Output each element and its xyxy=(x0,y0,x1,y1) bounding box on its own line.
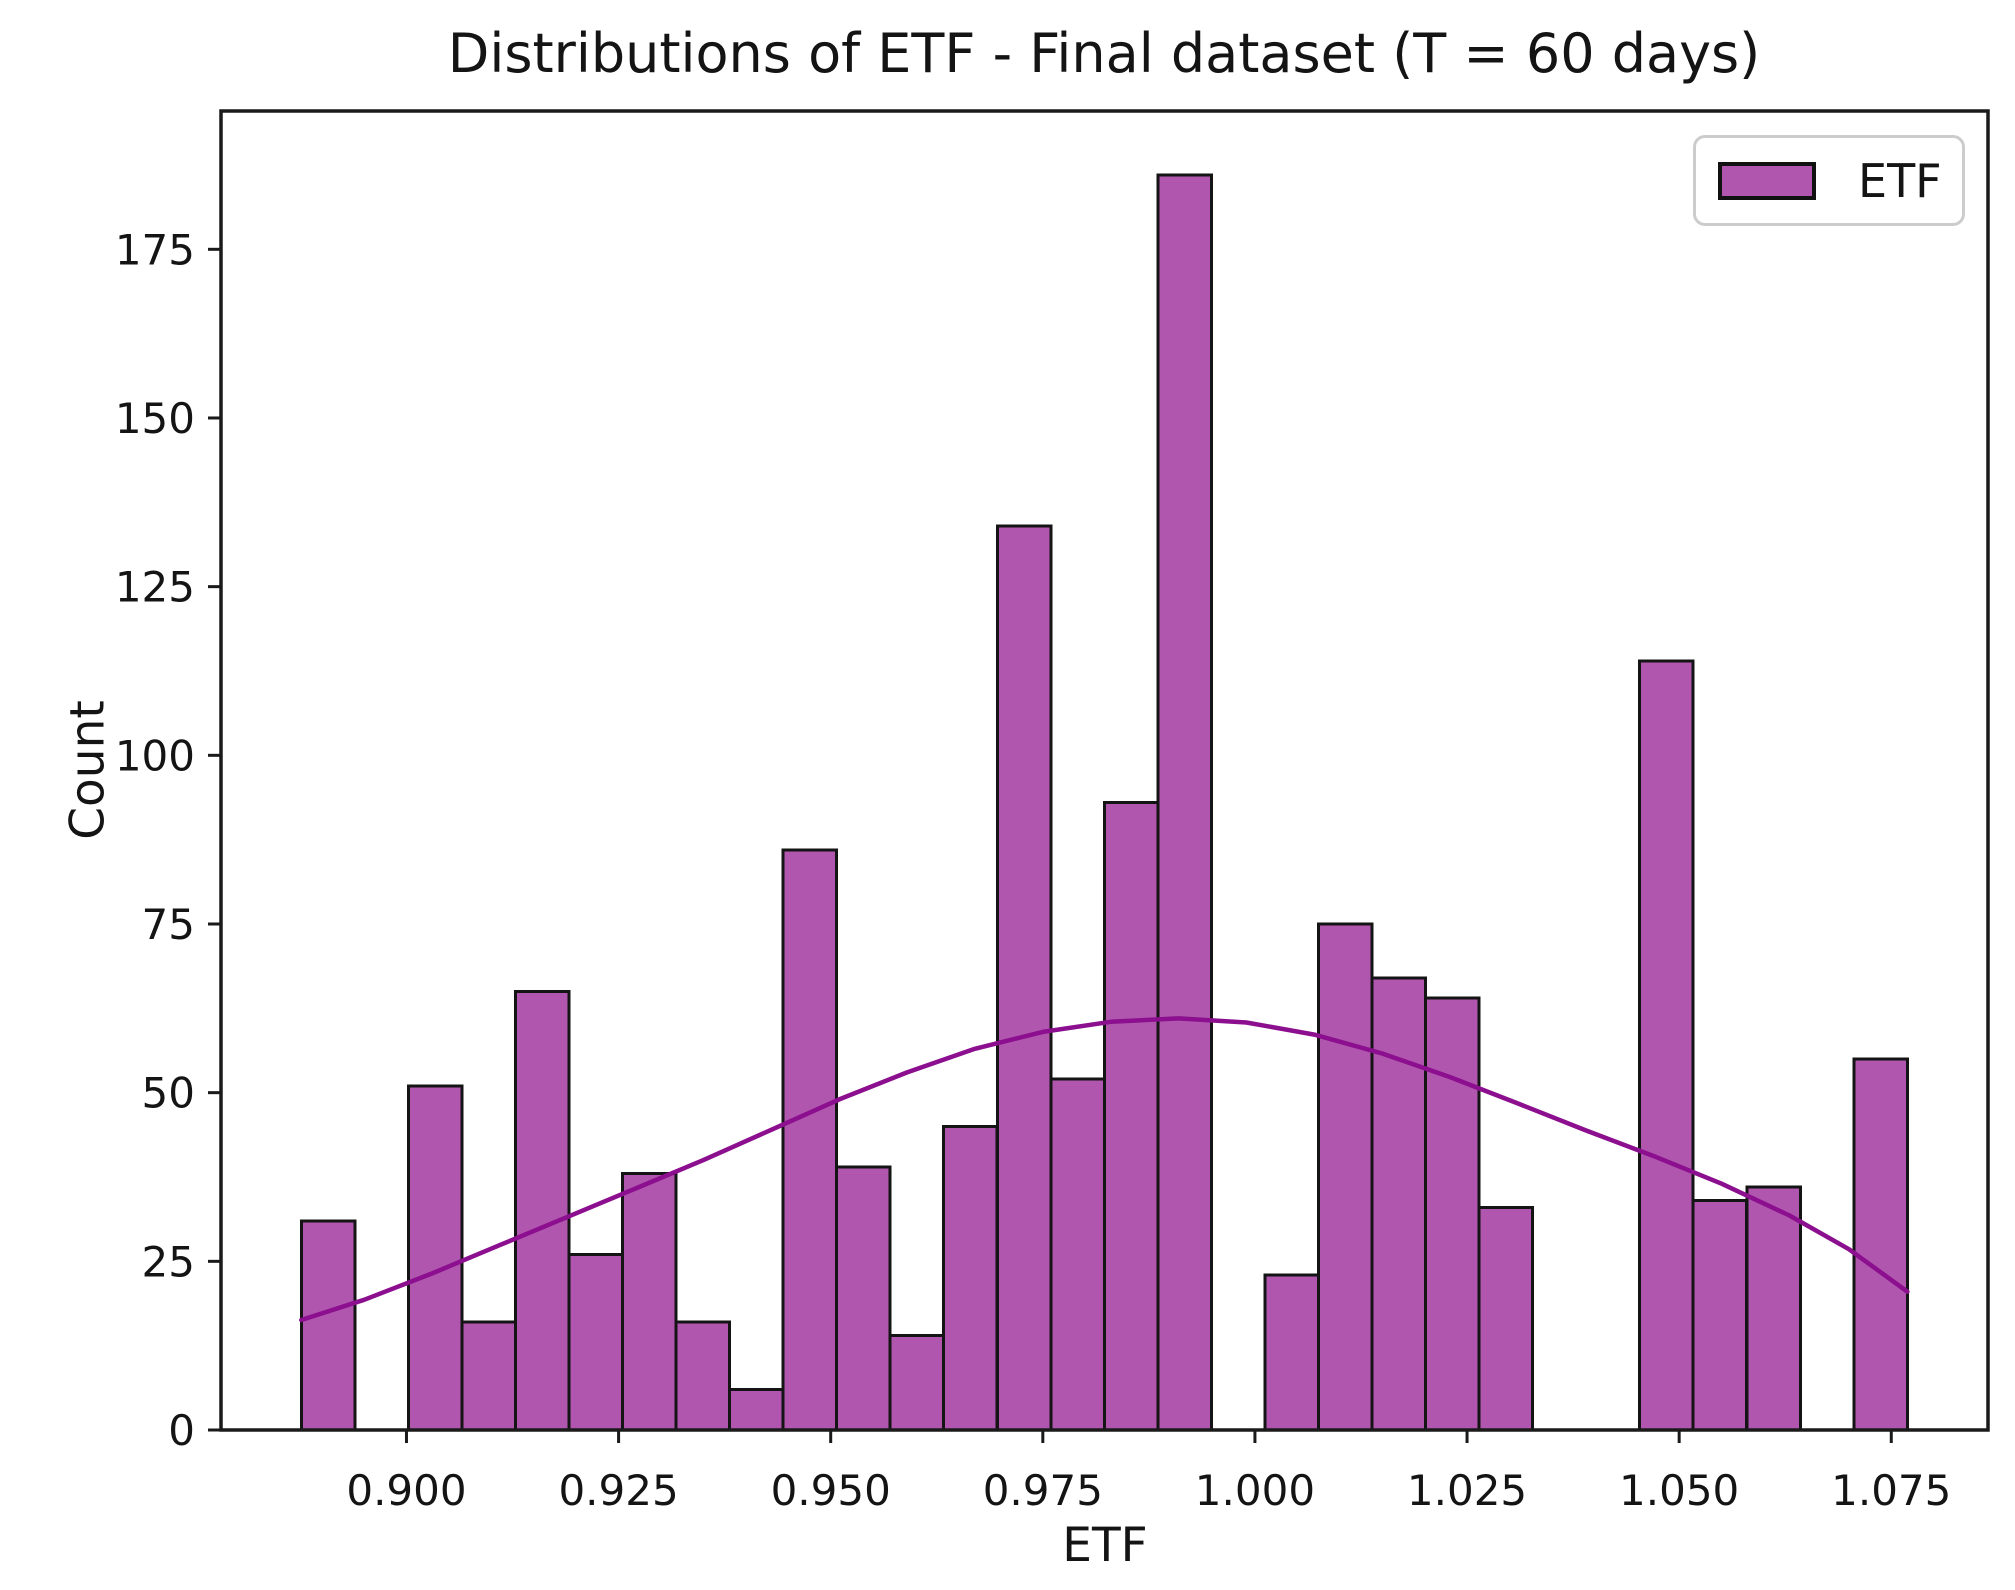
histogram-bar xyxy=(406,1084,464,1432)
y-tick-label: 25 xyxy=(142,1237,195,1286)
histogram-bar xyxy=(1049,1077,1106,1432)
x-tick-label: 1.000 xyxy=(1195,1466,1315,1515)
x-axis-label: ETF xyxy=(1062,1518,1148,1573)
histogram-bar xyxy=(942,1124,999,1432)
x-tick-label: 1.050 xyxy=(1619,1466,1739,1515)
histogram-bar xyxy=(1852,1057,1909,1432)
y-tick-label: 50 xyxy=(142,1069,195,1118)
histogram-bar xyxy=(1477,1205,1535,1432)
histogram-bar xyxy=(728,1388,785,1432)
y-tick-label: 100 xyxy=(115,731,195,780)
y-tick-label: 150 xyxy=(115,394,195,443)
histogram-bar xyxy=(1424,996,1481,1432)
y-tick-label: 75 xyxy=(142,900,195,949)
histogram-bar xyxy=(674,1320,731,1432)
legend-label: ETF xyxy=(1858,153,1942,208)
histogram-bar xyxy=(781,848,839,1432)
histogram-bar xyxy=(888,1334,946,1432)
x-tick-label: 0.900 xyxy=(346,1466,466,1515)
x-tick-label: 0.950 xyxy=(771,1466,891,1515)
axes-frame xyxy=(219,109,1990,1432)
histogram-bar xyxy=(460,1320,517,1432)
histogram-bar xyxy=(1691,1199,1749,1432)
histogram-bar xyxy=(621,1172,678,1432)
y-tick-label: 0 xyxy=(168,1406,195,1455)
histogram-bar xyxy=(1102,801,1160,1432)
x-tick-label: 1.025 xyxy=(1407,1466,1527,1515)
x-tick-label: 0.975 xyxy=(983,1466,1103,1515)
histogram-bar xyxy=(835,1165,892,1432)
histogram-bar xyxy=(567,1253,624,1432)
legend-swatch-etf xyxy=(1718,161,1816,200)
legend: ETF xyxy=(1693,135,1965,226)
y-tick-label: 175 xyxy=(115,225,195,274)
histogram-bar xyxy=(995,524,1053,1432)
histogram-bar xyxy=(1156,173,1213,1432)
x-tick-label: 1.075 xyxy=(1831,1466,1951,1515)
histogram-bar xyxy=(513,990,571,1432)
histogram-bar xyxy=(1263,1273,1320,1432)
chart-title: Distributions of ETF - Final dataset (T … xyxy=(447,22,1761,85)
histogram-bar xyxy=(1370,976,1427,1432)
kde-curve xyxy=(299,1016,1910,1323)
histogram-bar xyxy=(1638,659,1695,1432)
histogram-bar xyxy=(299,1219,357,1432)
x-tick-label: 0.925 xyxy=(558,1466,678,1515)
histogram-bar xyxy=(1317,922,1374,1432)
y-tick-label: 125 xyxy=(115,563,195,612)
histogram-bar xyxy=(1745,1185,1802,1432)
